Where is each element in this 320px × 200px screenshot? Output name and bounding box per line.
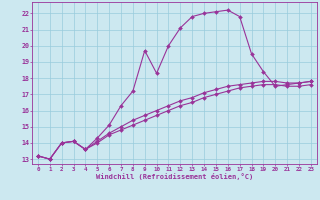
X-axis label: Windchill (Refroidissement éolien,°C): Windchill (Refroidissement éolien,°C): [96, 173, 253, 180]
